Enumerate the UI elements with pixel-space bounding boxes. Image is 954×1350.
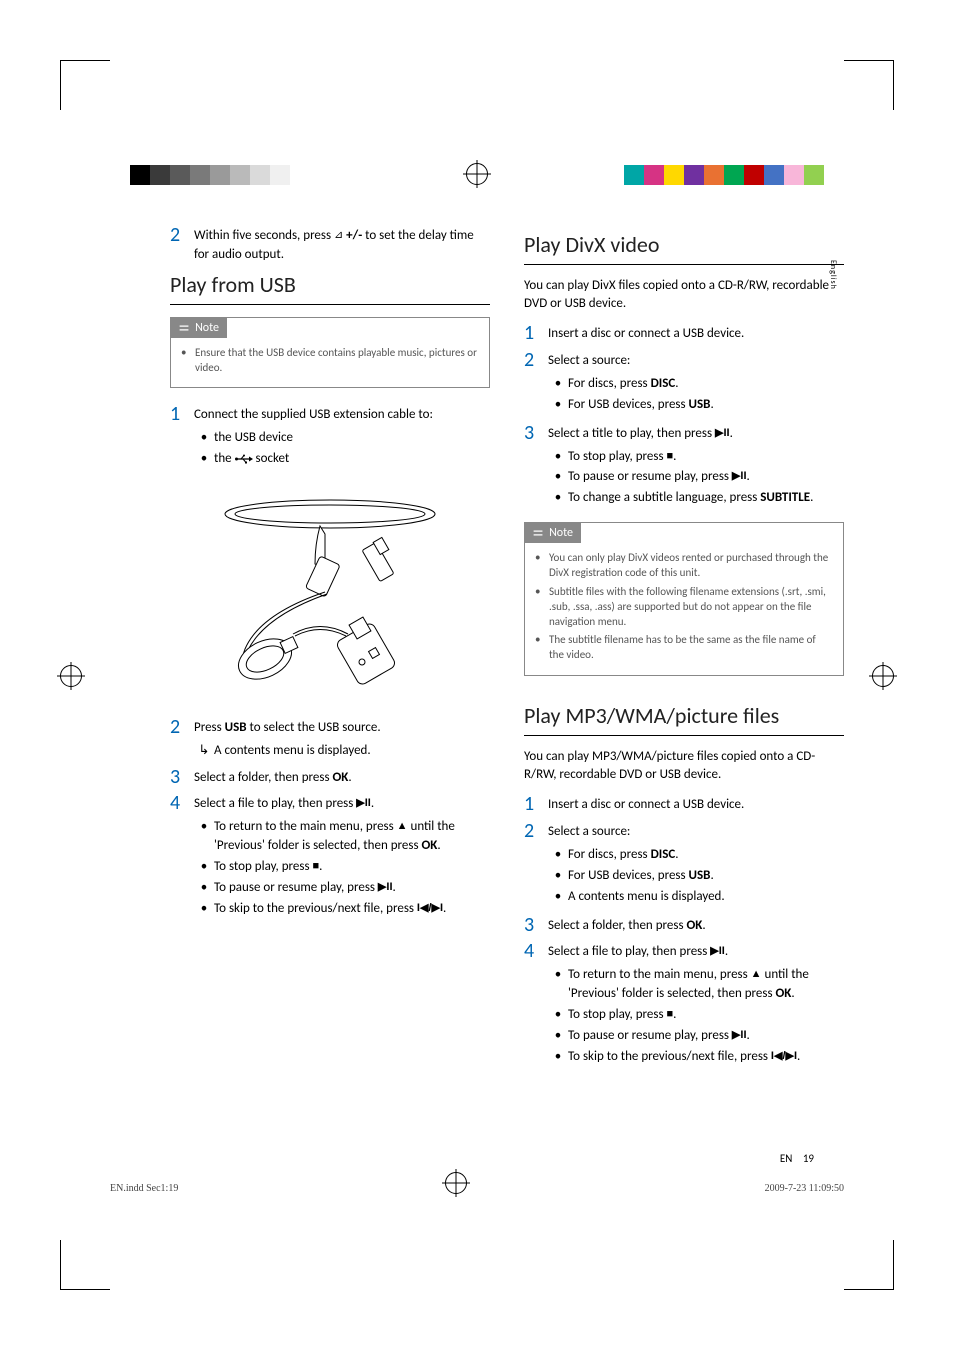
section-title: Play from USB [170,271,490,305]
step-number: 2 [170,717,194,761]
note-box: Note •Ensure that the USB device contain… [170,317,490,389]
step-number: 2 [170,225,194,265]
sub-item: •For USB devices, press USB. [548,396,844,415]
sub-item: •To skip to the previous/next file, pres… [194,900,490,919]
sub-item: •To skip to the previous/next file, pres… [548,1048,844,1067]
step-item: 1 Connect the supplied USB extension cab… [170,404,490,471]
up-icon: ▲ [397,820,408,832]
sub-item: •To change a subtitle language, press SU… [548,489,844,508]
right-column: Play DivX video You can play DivX files … [524,225,844,1200]
sub-item: •the socket [194,450,490,469]
note-label: Note [549,526,573,540]
note-item: •Ensure that the USB device contains pla… [181,346,479,376]
step-number: 3 [170,767,194,788]
sub-item: •To stop play, press ■. [548,448,844,467]
prev-step: 2 Within five seconds, press ⊿ +/- to se… [170,225,490,265]
section-intro: You can play DivX files copied onto a CD… [524,277,844,313]
step-item: 3Select a folder, then press OK. [524,915,844,936]
crop-mark [60,60,110,110]
sub-item: •For discs, press DISC. [548,846,844,865]
note-item: •Subtitle files with the following filen… [535,585,833,630]
play-pause-icon: ▶II [732,470,747,482]
note-header: Note [171,318,227,338]
step-item: 3 Select a title to play, then press ▶II… [524,423,844,510]
sub-item: •A contents menu is displayed. [548,888,844,907]
play-pause-icon: ▶II [732,1029,747,1041]
crop-mark [60,1240,110,1290]
page-number: 19 [803,1152,814,1165]
grayscale-bar [130,165,290,185]
prev-next-icon: I◀/▶I [417,902,443,914]
step-number: 1 [170,404,194,471]
note-item: •You can only play DivX videos rented or… [535,551,833,581]
step-item: 1Insert a disc or connect a USB device. [524,794,844,815]
note-box: Note •You can only play DivX videos rent… [524,522,844,676]
speaker-icon: ⊿ [334,229,343,241]
left-column: 2 Within five seconds, press ⊿ +/- to se… [170,225,490,1200]
step-number: 4 [170,793,194,920]
note-icon [179,321,189,335]
step-text: Connect the supplied USB extension cable… [194,407,433,422]
color-bar [624,165,824,185]
step-item: 4 Select a file to play, then press ▶II.… [170,793,490,920]
step-item: 4 Select a file to play, then press ▶II.… [524,941,844,1068]
page-footer: EN 19 [780,1152,814,1165]
footer-lang: EN [780,1152,792,1165]
registration-mark [466,163,488,185]
sub-item: •To return to the main menu, press ▲ unt… [548,966,844,1004]
usb-icon [235,454,253,464]
step-item: 1Insert a disc or connect a USB device. [524,323,844,344]
step-item: 2 Select a source: •For discs, press DIS… [524,350,844,417]
step-item: 3 Select a folder, then press OK. [170,767,490,788]
imprint-line: EN.indd Sec1:19 2009-7-23 11:09:50 [110,1183,844,1194]
registration-mark [872,665,894,687]
imprint-timestamp: 2009-7-23 11:09:50 [765,1183,844,1194]
page-content: 2 Within five seconds, press ⊿ +/- to se… [170,225,844,1200]
sub-item: •To stop play, press ■. [194,858,490,877]
sub-item: •To pause or resume play, press ▶II. [194,879,490,898]
play-pause-icon: ▶II [378,881,393,893]
section-title: Play DivX video [524,231,844,265]
section-title: Play MP3/WMA/picture files [524,702,844,736]
step-text: Within five seconds, press [194,228,334,243]
play-pause-icon: ▶II [710,945,725,957]
sub-item: •To return to the main menu, press ▲ unt… [194,818,490,856]
sub-item: •For USB devices, press USB. [548,867,844,886]
note-label: Note [195,321,219,335]
sub-item: •For discs, press DISC. [548,375,844,394]
step-item: 2 Press USB to select the USB source. ↳A… [170,717,490,761]
note-icon [533,526,543,540]
imprint-file: EN.indd Sec1:19 [110,1183,178,1194]
crop-mark [844,1240,894,1290]
sub-item: •To pause or resume play, press ▶II. [548,468,844,487]
sub-item: •the USB device [194,429,490,448]
note-item: •The subtitle filename has to be the sam… [535,633,833,663]
play-pause-icon: ▶II [715,427,730,439]
section-intro: You can play MP3/WMA/picture files copie… [524,748,844,784]
play-pause-icon: ▶II [356,797,371,809]
up-icon: ▲ [751,968,762,980]
result-arrow-icon: ↳ [194,742,214,761]
sub-item: •To stop play, press ■. [548,1006,844,1025]
sub-item: •To pause or resume play, press ▶II. [548,1027,844,1046]
note-header: Note [525,523,581,543]
crop-mark [844,60,894,110]
usb-cable-diagram [170,479,490,709]
step-item: 2 Select a source: •For discs, press DIS… [524,821,844,908]
registration-mark [60,665,82,687]
prev-next-icon: I◀/▶I [771,1050,797,1062]
